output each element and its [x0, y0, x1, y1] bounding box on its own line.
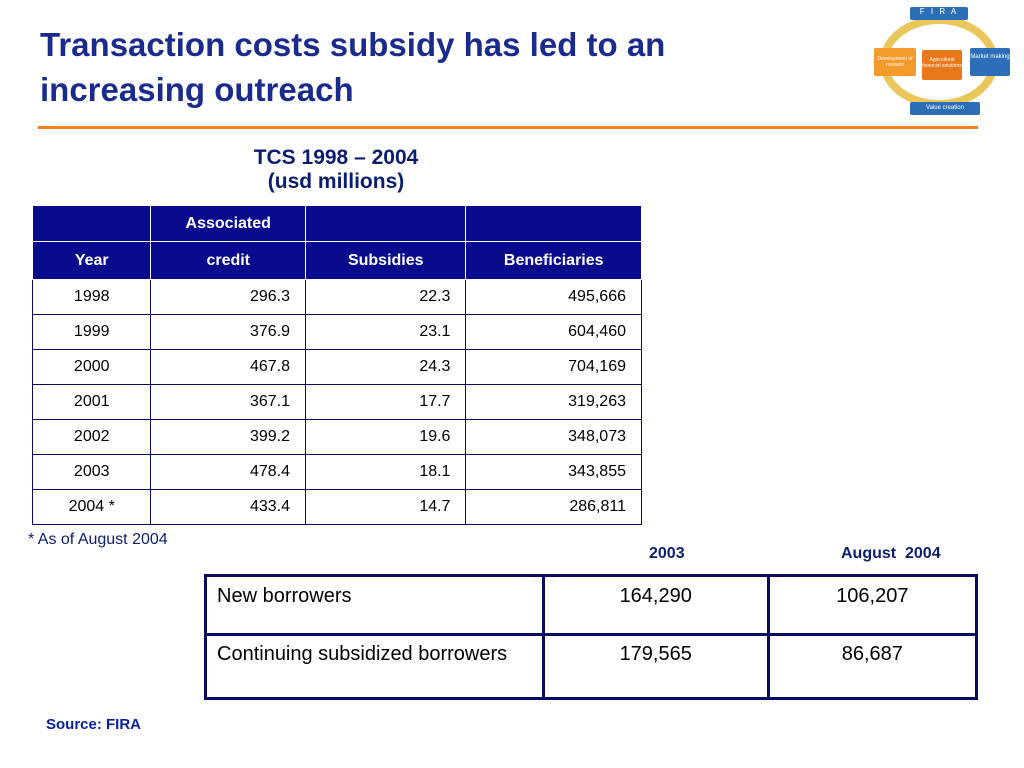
table-row: 2004 * 433.4 14.7 286,811 [31, 489, 642, 525]
cell-credit: 376.9 [150, 314, 307, 350]
borrowers-value-2003: 164,290 [541, 574, 770, 636]
cell-beneficiaries: 343,855 [465, 454, 642, 490]
borrowers-value-2003: 179,565 [541, 633, 770, 700]
table-row: Continuing subsidized borrowers 179,565 … [204, 633, 979, 700]
borrowers-value-2004: 86,687 [766, 633, 979, 700]
tcs-header-credit-top: Associated [150, 205, 307, 242]
slide-title: Transaction costs subsidy has led to an … [40, 22, 820, 112]
tcs-footnote: * As of August 2004 [28, 531, 168, 548]
cell-subsidies: 17.7 [305, 384, 467, 420]
tcs-header-subsidies-top [305, 205, 467, 242]
logo-box-right: Market making [970, 48, 1010, 76]
cell-credit: 296.3 [150, 279, 307, 315]
table-row: 1998 296.3 22.3 495,666 [31, 279, 642, 315]
cell-beneficiaries: 348,073 [465, 419, 642, 455]
cell-beneficiaries: 495,666 [465, 279, 642, 315]
source-note: Source: FIRA [46, 716, 142, 733]
slide-title-line2: increasing outreach [40, 71, 354, 108]
cell-subsidies: 18.1 [305, 454, 467, 490]
table-row: 2002 399.2 19.6 348,073 [31, 419, 642, 455]
fira-logo-diagram: F I R A Development of markets Agricultu… [866, 4, 1014, 118]
table-row: 1999 376.9 23.1 604,460 [31, 314, 642, 350]
cell-subsidies: 22.3 [305, 279, 467, 315]
cell-credit: 433.4 [150, 489, 307, 525]
cell-year: 2001 [31, 384, 152, 420]
cell-credit: 367.1 [150, 384, 307, 420]
title-divider [38, 126, 978, 129]
cell-year: 1998 [31, 279, 152, 315]
borrowers-table: New borrowers 164,290 106,207 Continuing… [204, 574, 979, 700]
borrowers-label: Continuing subsidized borrowers [204, 633, 545, 700]
cell-beneficiaries: 704,169 [465, 349, 642, 385]
tcs-header-year-top [31, 205, 152, 242]
tcs-header-row-1: Associated [31, 205, 642, 242]
slide-title-line1: Transaction costs subsidy has led to an [40, 26, 666, 63]
table-row: 2003 478.4 18.1 343,855 [31, 454, 642, 490]
table-row: 2001 367.1 17.7 319,263 [31, 384, 642, 420]
tcs-header-row-2: Year credit Subsidies Beneficiaries [31, 241, 642, 280]
cell-credit: 467.8 [150, 349, 307, 385]
cell-year: 2000 [31, 349, 152, 385]
logo-box-fira: F I R A [910, 7, 968, 20]
tcs-title-line1: TCS 1998 – 2004 [253, 146, 419, 169]
borrowers-header-2003: 2003 [649, 545, 685, 562]
tcs-header-beneficiaries: Beneficiaries [465, 241, 642, 280]
tcs-table: Associated Year credit Subsidies Benefic… [31, 205, 642, 525]
cell-year: 2004 * [31, 489, 152, 525]
table-row: New borrowers 164,290 106,207 [204, 574, 979, 636]
cell-credit: 478.4 [150, 454, 307, 490]
logo-box-bottom: Value creation [910, 102, 980, 115]
cell-year: 2003 [31, 454, 152, 490]
cell-subsidies: 19.6 [305, 419, 467, 455]
tcs-table-title: TCS 1998 – 2004 (usd millions) [206, 146, 466, 194]
cell-beneficiaries: 286,811 [465, 489, 642, 525]
cell-beneficiaries: 319,263 [465, 384, 642, 420]
cell-subsidies: 24.3 [305, 349, 467, 385]
logo-box-left: Development of markets [874, 48, 916, 76]
tcs-header-year: Year [31, 241, 152, 280]
cell-year: 2002 [31, 419, 152, 455]
tcs-title-line2: (usd millions) [267, 170, 405, 193]
borrowers-label: New borrowers [204, 574, 545, 636]
cell-beneficiaries: 604,460 [465, 314, 642, 350]
tcs-header-credit: credit [150, 241, 307, 280]
cell-subsidies: 23.1 [305, 314, 467, 350]
borrowers-value-2004: 106,207 [766, 574, 979, 636]
table-row: 2000 467.8 24.3 704,169 [31, 349, 642, 385]
cell-credit: 399.2 [150, 419, 307, 455]
cell-year: 1999 [31, 314, 152, 350]
tcs-header-subsidies: Subsidies [305, 241, 467, 280]
logo-box-middle: Agricultural financial solutions [922, 50, 962, 80]
tcs-header-beneficiaries-top [465, 205, 642, 242]
borrowers-header-august-2004: August 2004 [841, 545, 941, 562]
cell-subsidies: 14.7 [305, 489, 467, 525]
